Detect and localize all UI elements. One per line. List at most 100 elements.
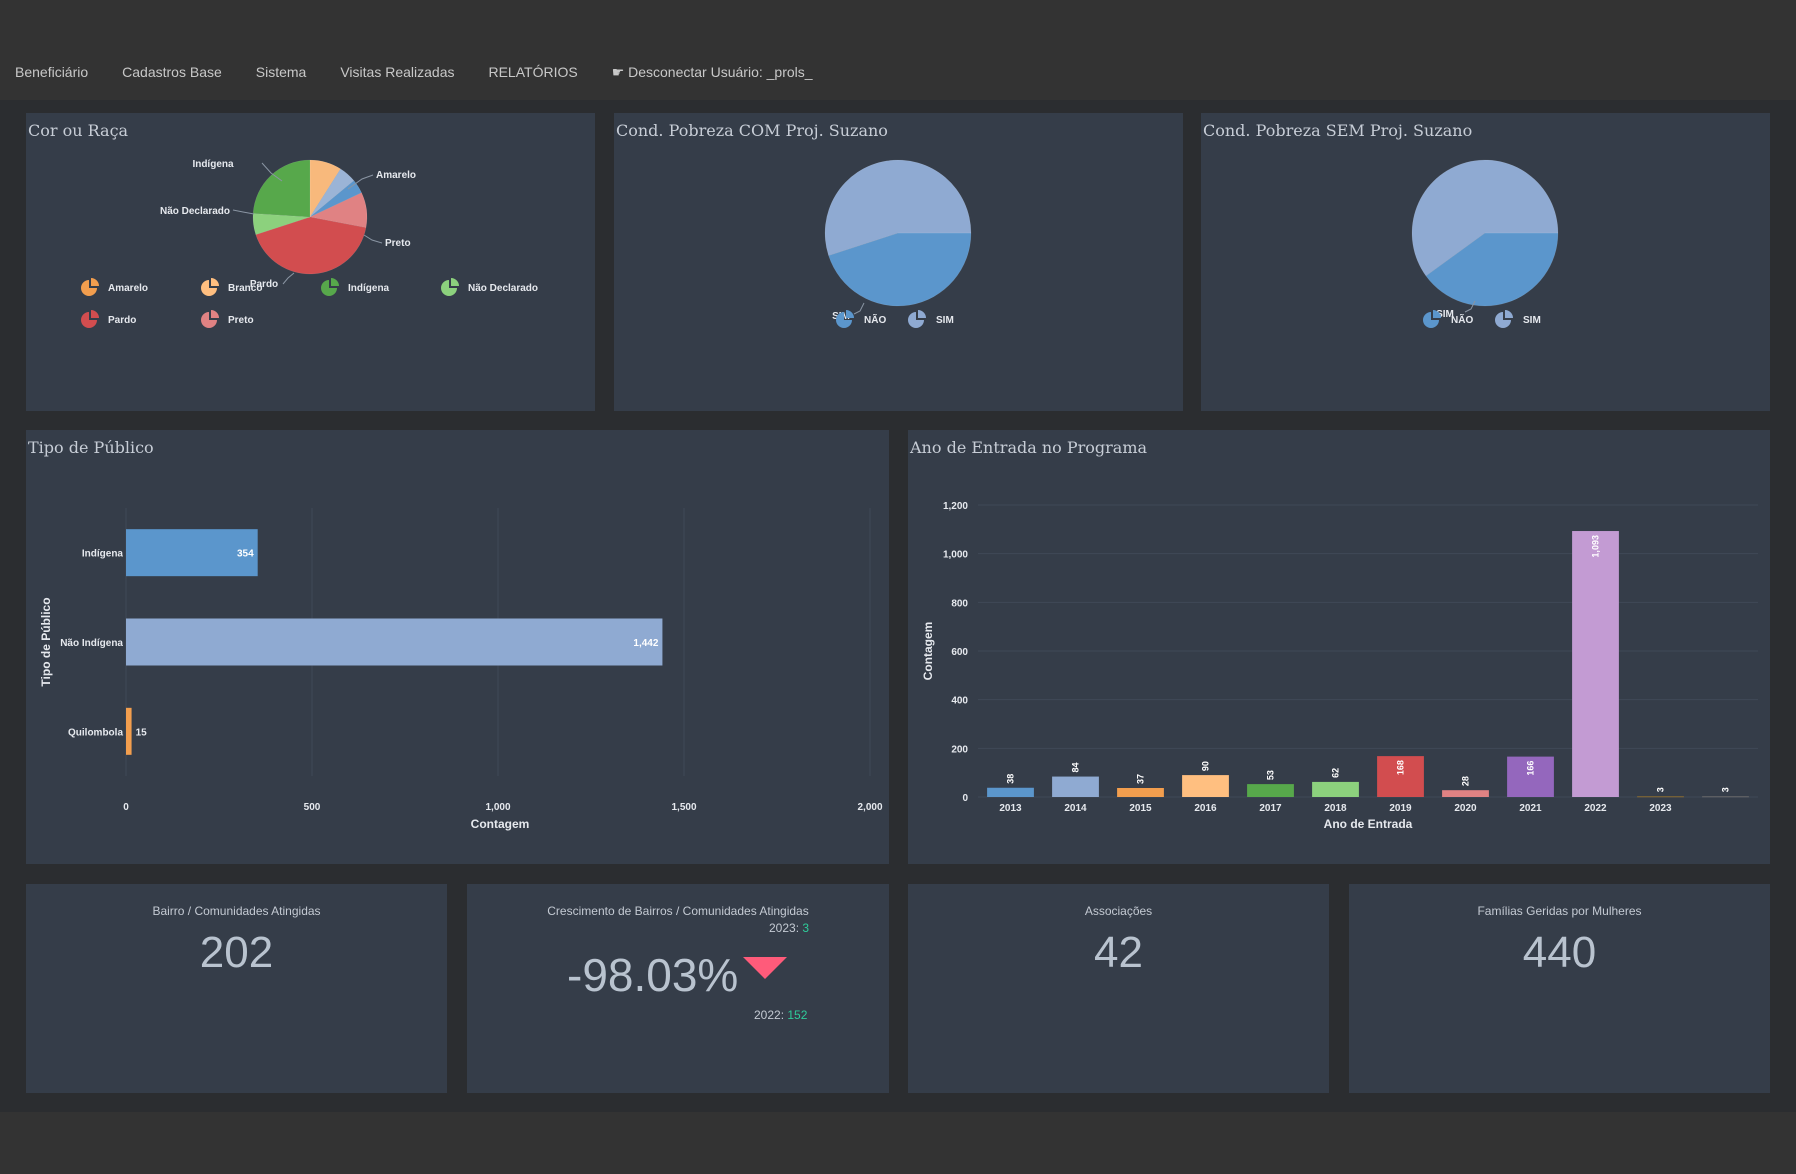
kpi-growth-current: 2023: 3	[769, 921, 809, 935]
kpi-growth-previous: 2022: 152	[754, 1008, 807, 1022]
y-tick-label: 0	[962, 793, 968, 804]
legend-pardo[interactable]: Pardo	[81, 310, 136, 328]
nav-visitas-realizadas[interactable]: Visitas Realizadas	[340, 64, 455, 80]
kpi-growth-value: -98.03%	[567, 949, 739, 1001]
nav-disconnect[interactable]: ☛ Desconectar Usuário: _prols_	[611, 64, 813, 80]
bar-value-label: 1,093	[1591, 535, 1601, 558]
x-tick-label: 2022	[1584, 803, 1607, 814]
kpi-neighborhoods-title: Bairro / Comunidades Atingidas	[152, 904, 321, 918]
nav-cadastros-base[interactable]: Cadastros Base	[122, 64, 222, 80]
entry-year-panel: Ano de Entrada no Programa 0 200 400 600 800…	[908, 430, 1770, 864]
poverty-sem-panel: Cond. Pobreza SEM Proj. Suzano SIM NÃO S…	[1201, 113, 1770, 411]
bar-indigena[interactable]	[126, 529, 258, 577]
x-tick-label: 2015	[1129, 803, 1152, 814]
bar-2022[interactable]	[1572, 531, 1619, 797]
poverty-sem-title: Cond. Pobreza SEM Proj. Suzano	[1203, 121, 1473, 140]
x-tick-label: 0	[123, 802, 129, 813]
pie-slice-unlabeled-2[interactable]	[309, 180, 362, 218]
pie-slice-branco-1[interactable]	[309, 168, 355, 218]
bar-unlabeled[interactable]	[1702, 796, 1749, 798]
pie-slice-indigena-6[interactable]	[252, 159, 311, 218]
legend-sim[interactable]: SIM	[1495, 310, 1541, 328]
bar-2018[interactable]	[1312, 781, 1359, 797]
pie-slice-sim-1[interactable]	[824, 159, 972, 256]
nav-relatorios[interactable]: RELATÓRIOS	[488, 64, 578, 80]
legend-branco[interactable]: Branco	[201, 278, 262, 296]
x-tick-label: 2020	[1454, 803, 1477, 814]
legend-label-sim: SIM	[936, 315, 954, 326]
legend-label-nao: NÃO	[864, 313, 886, 326]
entry-year-bar-chart: 0 200 400 600 800 1,000 1,200 2013 38 2014 84 2015 3…	[921, 501, 1758, 831]
y-tick-label: 600	[951, 647, 968, 658]
bar-2017[interactable]	[1247, 784, 1294, 797]
nav-beneficiario[interactable]: Beneficiário	[15, 64, 89, 80]
bar-value-label: 84	[1071, 763, 1081, 773]
y-tick-label: 800	[951, 598, 968, 609]
kpi-growth-current-label: 2023:	[769, 921, 800, 935]
poverty-com-legend: NÃO SIM	[836, 310, 954, 328]
pie-slice-amarelo-0[interactable]	[309, 159, 341, 218]
poverty-com-pie-chart: SIM NÃO SIM	[824, 159, 972, 328]
kpi-associations-card: Associações 42	[908, 884, 1329, 1093]
poverty-sem-legend: NÃO SIM	[1423, 310, 1541, 328]
legend-label-pardo: Pardo	[108, 315, 136, 326]
y-axis-title: Tipo de Público	[39, 597, 53, 686]
bar-2014[interactable]	[1052, 776, 1099, 797]
legend-indigena[interactable]: Indígena	[321, 278, 390, 296]
legend-amarelo[interactable]: Amarelo	[81, 278, 148, 296]
top-navbar: Beneficiário Cadastros Base Sistema Visi…	[0, 0, 1796, 100]
legend-label-preto: Preto	[228, 315, 254, 326]
legend-label-indigena: Indígena	[348, 283, 390, 294]
bar-2023[interactable]	[1637, 796, 1684, 798]
bar-value-label: 15	[136, 727, 148, 738]
pie-slice-preto-3[interactable]	[309, 192, 368, 228]
legend-preto[interactable]: Preto	[201, 310, 254, 328]
kpi-neighborhoods-card: Bairro / Comunidades Atingidas 202	[26, 884, 447, 1093]
kpi-neighborhoods-value: 202	[199, 928, 274, 977]
legend-nao[interactable]: NÃO	[836, 310, 886, 328]
legend-sim[interactable]: SIM	[908, 310, 954, 328]
bar-value-label: 3	[1656, 787, 1666, 792]
bar-2019[interactable]	[1377, 756, 1424, 797]
bar-2016[interactable]	[1182, 775, 1229, 797]
y-axis-title: Contagem	[921, 622, 935, 681]
public-type-panel: Tipo de Público 0 500 1,000 1,500 2,000 Indíg…	[26, 430, 889, 864]
public-type-bar-chart: 0 500 1,000 1,500 2,000 Indígena 354 Não Indíge…	[39, 508, 883, 831]
kpi-women-families-card: Famílias Geridas por Mulheres 440	[1349, 884, 1770, 1093]
bar-value-label: 168	[1396, 760, 1406, 775]
race-labels: Indígena Amarelo Não Declarado Preto Par…	[160, 159, 416, 290]
pie-slice-nao-0[interactable]	[1425, 232, 1559, 307]
race-panel: Cor ou Raça Indígena Amarelo Não Declara…	[26, 113, 595, 411]
entry-year-title: Ano de Entrada no Programa	[910, 438, 1148, 457]
bar-nao-indigena[interactable]	[126, 618, 663, 666]
kpi-growth-previous-label: 2022:	[754, 1008, 785, 1022]
x-axis-title: Ano de Entrada	[1324, 817, 1413, 831]
legend-nao[interactable]: NÃO	[1423, 310, 1473, 328]
nav-sistema[interactable]: Sistema	[255, 64, 307, 80]
public-type-title: Tipo de Público	[28, 438, 154, 457]
bar-quilombola[interactable]	[126, 707, 132, 755]
x-tick-label: 2017	[1259, 803, 1282, 814]
bar-2015[interactable]	[1117, 787, 1164, 797]
pie-slice-nao-0[interactable]	[828, 232, 972, 307]
x-tick-label: 2014	[1064, 803, 1087, 814]
pie-slice-sim-1[interactable]	[1411, 159, 1559, 277]
x-tick-label: 2019	[1389, 803, 1412, 814]
pie-slice-pardo-4[interactable]	[255, 216, 367, 275]
x-tick-label: 500	[304, 802, 321, 813]
footer	[0, 1112, 1796, 1174]
down-triangle-icon	[743, 957, 787, 979]
bar-2021[interactable]	[1507, 756, 1554, 797]
y-tick-label: 400	[951, 696, 968, 707]
bar-value-label: 1,442	[633, 638, 658, 649]
bar-value-label: 28	[1461, 776, 1471, 786]
legend-label-amarelo: Amarelo	[108, 283, 148, 294]
x-tick-label: 2018	[1324, 803, 1347, 814]
x-axis-title: Contagem	[471, 817, 530, 831]
legend-label-branco: Branco	[228, 283, 262, 294]
bar-value-label: 3	[1721, 787, 1731, 792]
bar-2020[interactable]	[1442, 790, 1489, 797]
legend-nao-declarado[interactable]: Não Declarado	[441, 278, 538, 296]
main-nav: Beneficiário Cadastros Base Sistema Visi…	[15, 64, 847, 81]
bar-2013[interactable]	[987, 787, 1034, 797]
